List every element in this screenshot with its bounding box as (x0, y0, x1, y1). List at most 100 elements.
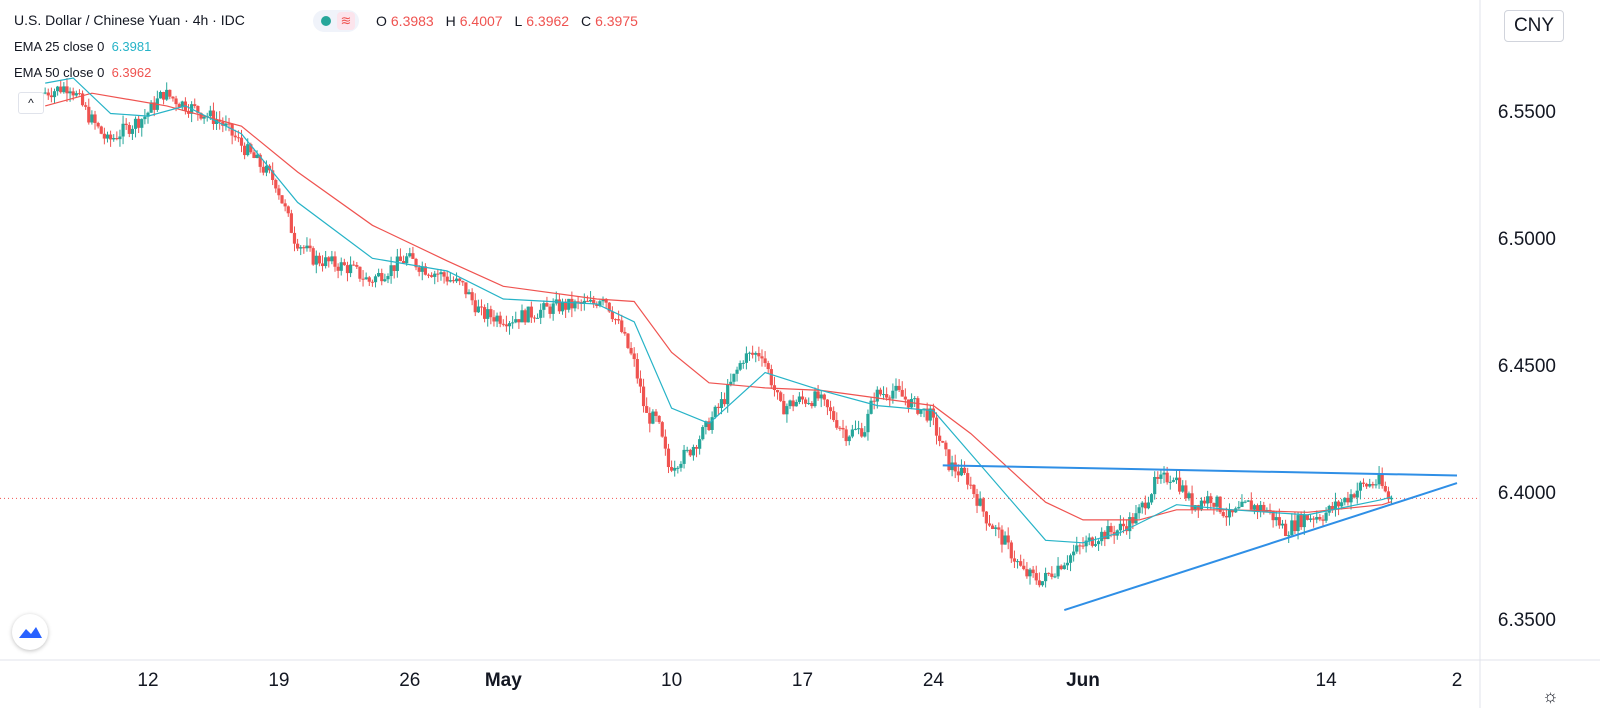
candle-body (1165, 472, 1169, 483)
candle-body (1090, 537, 1094, 546)
candle-body (504, 324, 509, 327)
candle-body (598, 301, 602, 307)
candle-body (841, 427, 845, 430)
candle-body (1352, 494, 1356, 498)
candle-body (1062, 565, 1066, 570)
candle-body (657, 415, 661, 423)
candle-body (959, 467, 964, 476)
currency-button[interactable]: CNY (1504, 10, 1564, 42)
candle-body (1047, 572, 1051, 574)
candle-body (1065, 562, 1070, 566)
candle-body (124, 123, 128, 126)
trendlines-layer[interactable] (942, 464, 1458, 612)
indicator-ema25[interactable]: EMA 25 close 0 6.3981 (14, 39, 151, 54)
candle-body (361, 278, 365, 280)
candle-body (1093, 544, 1098, 546)
x-tick-label: 17 (792, 670, 813, 691)
candle-body (514, 319, 518, 323)
candle-body (149, 102, 153, 113)
candle-body (233, 135, 237, 138)
candle-body (395, 256, 399, 272)
candle-body (1072, 551, 1076, 556)
market-status-pill[interactable]: ≋ (313, 10, 359, 32)
candle-body (972, 484, 976, 495)
candle-body (1343, 497, 1347, 503)
candle-body (1237, 506, 1241, 509)
candle-body (386, 276, 390, 280)
candle-body (1056, 565, 1060, 577)
candle-body (526, 306, 530, 323)
candle-body (202, 116, 206, 119)
candle-body (258, 154, 262, 167)
candle-body (1333, 501, 1338, 510)
indicator-ema25-label: EMA 25 close 0 (14, 39, 105, 54)
candle-body (981, 498, 985, 512)
indicator-ema50-value: 6.3962 (111, 65, 152, 80)
candle-body (1224, 515, 1228, 518)
x-tick-label: 19 (268, 670, 289, 691)
candle-body (570, 298, 574, 309)
candle-body (1121, 523, 1126, 527)
candle-body (906, 399, 911, 408)
indicator-ema25-value: 6.3981 (111, 39, 152, 54)
candle-body (211, 110, 216, 124)
candle-body (1068, 555, 1073, 563)
candle-body (775, 390, 780, 393)
candle-body (1081, 545, 1085, 547)
candle-body (1389, 497, 1394, 500)
candle-body (1365, 483, 1369, 487)
candle-body (894, 385, 898, 391)
candle-body (529, 306, 533, 318)
candle-body (507, 323, 512, 327)
candle-body (1044, 572, 1048, 582)
candle-body (835, 420, 839, 428)
candle-body (969, 484, 973, 486)
symbol-title[interactable]: U.S. Dollar / Chinese Yuan · 4h · IDC (14, 12, 245, 28)
candle-body (1040, 581, 1045, 586)
candle-body (501, 323, 505, 325)
candle-body (1240, 501, 1244, 507)
candle-body (729, 381, 733, 385)
candle-body (984, 511, 988, 524)
candle-body (685, 449, 689, 451)
candle-body (797, 396, 801, 403)
candle-body (707, 421, 711, 430)
candle-body (888, 397, 892, 399)
candle-body (666, 448, 671, 468)
market-open-dot-icon (321, 16, 331, 26)
candle-body (1003, 535, 1007, 545)
candle-body (754, 352, 758, 355)
candle-body (601, 298, 605, 302)
candle-body (1371, 484, 1375, 486)
collapse-chevron-icon[interactable]: ^ (18, 92, 44, 114)
candle-body (1296, 515, 1300, 532)
candle-body (751, 352, 755, 355)
tradingview-logo-glyph (19, 627, 42, 638)
settings-gear-icon[interactable]: ☼ (1542, 686, 1559, 706)
indicator-ema50[interactable]: EMA 50 close 0 6.3962 (14, 65, 151, 80)
candle-body (567, 298, 571, 310)
candle-body (816, 391, 820, 399)
candle-body (115, 137, 119, 140)
candle-body (782, 400, 786, 415)
candle-body (1358, 482, 1362, 491)
ema25-line (45, 77, 1392, 544)
candle-body (819, 394, 823, 399)
tradingview-logo-icon[interactable] (12, 614, 48, 650)
candle-body (794, 402, 798, 407)
candle-body (464, 282, 468, 295)
candle-body (1280, 523, 1285, 526)
candle-body (302, 247, 306, 249)
candle-body (838, 427, 842, 429)
candle-body (931, 408, 935, 418)
trendline-resistance (942, 464, 1458, 477)
candle-body (732, 373, 736, 382)
candle-body (1383, 486, 1387, 492)
candle-body (261, 166, 265, 173)
candle-body (679, 463, 683, 468)
candle-body (492, 317, 496, 322)
candle-body (588, 299, 593, 302)
candle-body (127, 125, 131, 134)
